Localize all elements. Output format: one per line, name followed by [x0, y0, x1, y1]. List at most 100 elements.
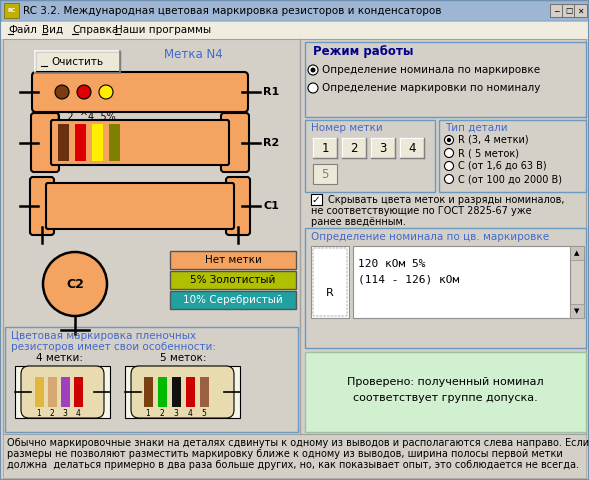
Text: ▲: ▲ [574, 250, 580, 256]
Bar [3, 39, 586, 434]
Text: ✓: ✓ [312, 194, 320, 204]
Bar [186, 377, 195, 407]
Circle shape [308, 83, 318, 93]
Text: 5: 5 [201, 409, 206, 419]
Text: 5 меток:: 5 меток: [160, 353, 206, 363]
Bar [158, 377, 167, 407]
Text: □: □ [565, 7, 572, 15]
Circle shape [55, 85, 69, 99]
Text: R: R [326, 288, 334, 298]
Text: C (от 1,6 до 63 В): C (от 1,6 до 63 В) [458, 161, 547, 171]
Text: Определение маркировки по номиналу: Определение маркировки по номиналу [322, 83, 540, 93]
Bar [305, 352, 586, 432]
Bar [400, 138, 424, 158]
Text: Обычно маркировочные знаки на деталях сдвинуты к одному из выводов и располагают: Обычно маркировочные знаки на деталях сд… [7, 438, 589, 448]
Text: Справка: Справка [72, 25, 118, 35]
Circle shape [43, 252, 107, 316]
Text: Нет метки: Нет метки [204, 255, 262, 265]
FancyBboxPatch shape [313, 248, 347, 316]
Bar [371, 138, 395, 158]
Text: Тип детали: Тип детали [445, 123, 508, 133]
Bar [305, 228, 586, 348]
Text: 1  2  ^4  5%: 1 2 ^4 5% [55, 112, 116, 122]
Bar [35, 51, 120, 73]
Text: 4: 4 [408, 142, 416, 155]
Bar [3, 434, 586, 478]
Text: Режим работы: Режим работы [313, 46, 413, 59]
Text: Определение номинала по маркировке: Определение номинала по маркировке [322, 65, 540, 75]
Bar [35, 377, 44, 407]
Text: Цветовая маркировка пленочных: Цветовая маркировка пленочных [11, 331, 196, 341]
Text: 5% Золотистый: 5% Золотистый [190, 275, 276, 285]
Text: ▼: ▼ [574, 308, 580, 314]
Text: Номер метки: Номер метки [311, 123, 383, 133]
Text: Вид: Вид [42, 25, 63, 35]
FancyBboxPatch shape [46, 183, 234, 229]
Bar [570, 246, 584, 260]
Bar [58, 124, 69, 161]
Bar [48, 377, 57, 407]
Bar [125, 366, 240, 418]
Bar [170, 251, 296, 269]
Bar [75, 124, 86, 161]
Text: ─: ─ [554, 7, 559, 15]
Circle shape [445, 161, 454, 170]
Text: Определение номинала по цв. маркировке: Определение номинала по цв. маркировке [311, 232, 549, 242]
Text: R2: R2 [263, 137, 279, 147]
Text: Наши программы: Наши программы [115, 25, 211, 35]
Bar [305, 120, 435, 192]
Text: Метка N4: Метка N4 [164, 48, 223, 60]
Bar [550, 4, 563, 17]
Circle shape [445, 148, 454, 157]
Bar [74, 377, 83, 407]
Bar [562, 4, 575, 17]
Bar [311, 246, 349, 318]
Circle shape [308, 65, 318, 75]
Text: 2: 2 [350, 142, 358, 155]
Bar [439, 120, 586, 192]
Text: 2: 2 [49, 409, 54, 419]
Text: должна  делаться примерно в два раза больше других, но, как показывает опыт, это: должна делаться примерно в два раза боль… [7, 460, 579, 470]
Circle shape [99, 85, 113, 99]
Text: C (от 100 до 2000 В): C (от 100 до 2000 В) [458, 174, 562, 184]
Circle shape [445, 175, 454, 183]
FancyBboxPatch shape [131, 366, 234, 418]
Ellipse shape [21, 370, 49, 414]
FancyBboxPatch shape [226, 177, 250, 235]
Bar [5, 327, 298, 432]
Ellipse shape [206, 370, 234, 414]
Text: ранее введённым.: ранее введённым. [311, 217, 406, 227]
FancyBboxPatch shape [51, 120, 229, 165]
Text: резисторов имеет свои особенности:: резисторов имеет свои особенности: [11, 342, 216, 352]
Bar [61, 377, 70, 407]
Text: 3: 3 [379, 142, 387, 155]
Text: размеры не позволяют разместить маркировку ближе к одному из выводов, ширина пол: размеры не позволяют разместить маркиров… [7, 449, 562, 459]
Circle shape [310, 68, 316, 72]
Text: 120 кОм 5%: 120 кОм 5% [358, 259, 425, 269]
FancyBboxPatch shape [30, 177, 54, 235]
Text: RC: RC [8, 9, 16, 13]
Bar [172, 377, 181, 407]
Text: 1: 1 [321, 142, 329, 155]
Circle shape [77, 85, 91, 99]
Text: ✕: ✕ [577, 7, 584, 15]
Bar [170, 271, 296, 289]
Text: 4: 4 [187, 409, 193, 419]
Text: RC 3.2. Международная цветовая маркировка резисторов и конденсаторов: RC 3.2. Международная цветовая маркировк… [23, 6, 442, 16]
Text: 4: 4 [75, 409, 81, 419]
Text: R ( 5 меток): R ( 5 меток) [458, 148, 519, 158]
Bar [144, 377, 153, 407]
Bar [353, 246, 574, 318]
Text: 3: 3 [62, 409, 67, 419]
FancyBboxPatch shape [221, 113, 249, 172]
Text: 1: 1 [37, 409, 41, 419]
Circle shape [447, 138, 451, 142]
Text: не соответствующие по ГОСТ 2825-67 уже: не соответствующие по ГОСТ 2825-67 уже [311, 206, 532, 216]
Text: R (3, 4 метки): R (3, 4 метки) [458, 135, 528, 145]
Ellipse shape [131, 370, 159, 414]
Bar [305, 42, 586, 117]
Bar [109, 124, 120, 161]
Bar [574, 4, 587, 17]
Text: Файл: Файл [8, 25, 37, 35]
Text: Очистить: Очистить [51, 57, 103, 67]
